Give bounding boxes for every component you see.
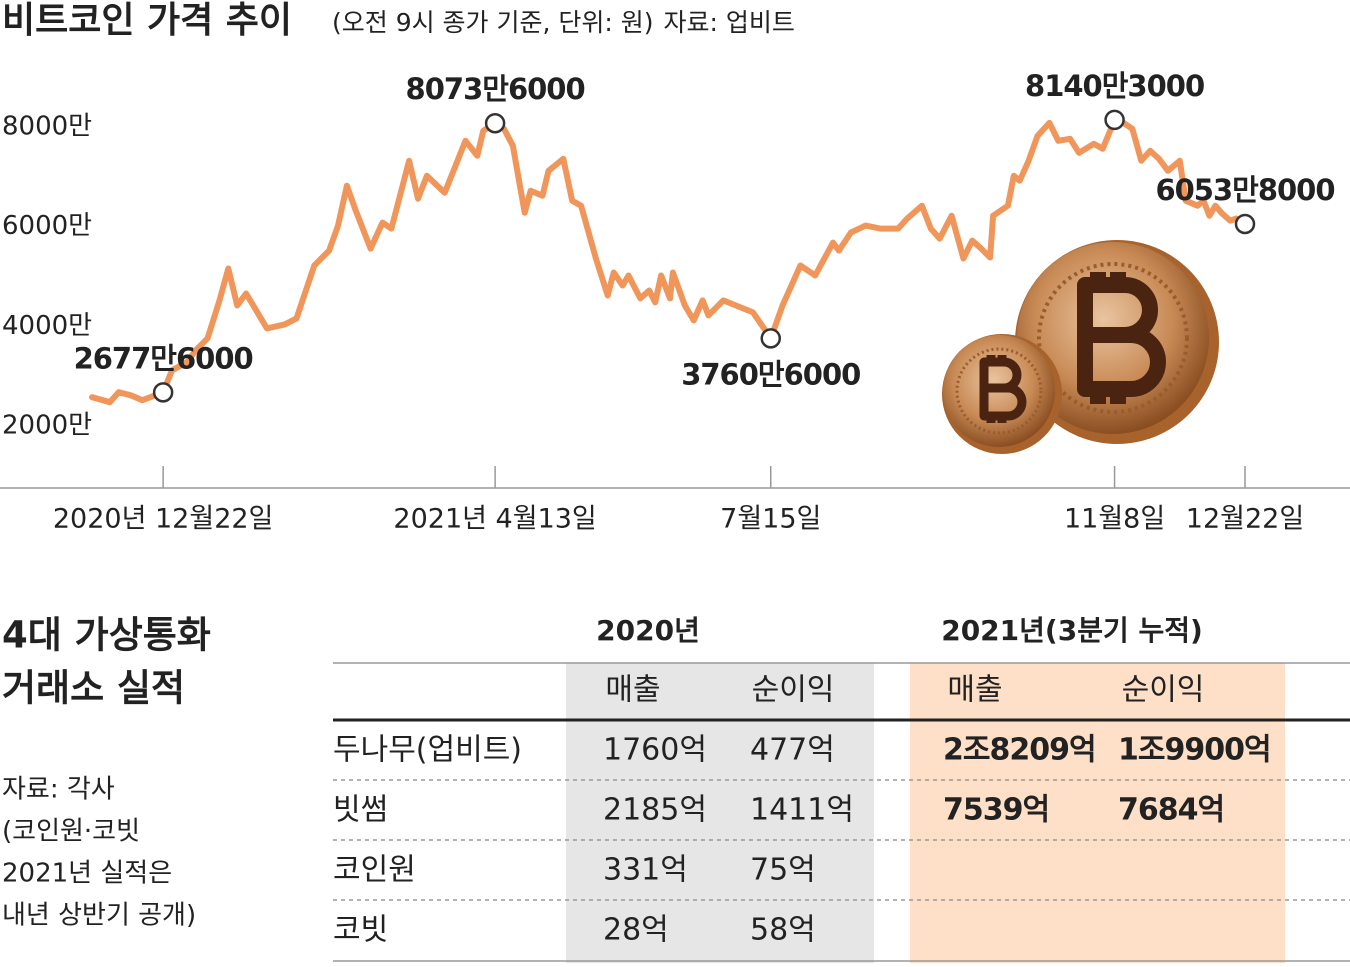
table-source: 자료: 각사 [2, 775, 115, 805]
table-cell: 75억 [750, 853, 816, 888]
table-cell: 58억 [750, 913, 816, 948]
y-tick-label: 4000만 [2, 311, 92, 341]
value-label: 3760만6000 [681, 357, 860, 391]
table-cell: 1760억 [603, 733, 707, 768]
chart-title: 비트코인 가격 추이 [2, 0, 292, 41]
x-tick-label: 7월15일 [720, 504, 821, 535]
value-label: 8073만6000 [406, 72, 585, 106]
row-label: 빗썸 [333, 793, 388, 828]
table-source: 내년 상반기 공개) [2, 901, 196, 931]
point-marker [1104, 109, 1125, 131]
chart-source: 자료: 업비트 [664, 8, 795, 37]
coin-ring [1037, 262, 1189, 414]
row-label: 코빗 [333, 913, 388, 948]
table-title: 거래소 실적 [2, 667, 185, 710]
table-cell: 2185억 [603, 793, 707, 828]
group-header: 2021년(3분기 누적) [941, 614, 1203, 647]
chart-subtitle: (오전 9시 종가 기준, 단위: 원) [332, 8, 654, 37]
column-header: 순이익 [1122, 673, 1205, 708]
value-label: 2677만6000 [74, 341, 253, 375]
table-title: 4대 가상통화 [2, 614, 211, 657]
table-cell: 477억 [750, 733, 835, 768]
point-marker [484, 112, 506, 134]
table-cell: 7684억 [1118, 793, 1224, 828]
table-cell: 1조9900억 [1118, 733, 1271, 768]
x-tick-label: 2021년 4월13일 [393, 504, 596, 535]
table-cell: 2조8209억 [943, 733, 1096, 768]
table-source: (코인원·코빗 [2, 817, 140, 847]
x-tick-label: 2020년 12월22일 [53, 504, 274, 535]
group-header: 2020년 [596, 614, 700, 647]
column-header: 매출 [947, 673, 1002, 708]
point-marker [1234, 213, 1256, 235]
y-tick-label: 8000만 [2, 111, 92, 141]
table-cell: 1411억 [750, 793, 854, 828]
table-source: 2021년 실적은 [2, 859, 172, 889]
price-line [89, 116, 1248, 406]
point-marker [760, 328, 782, 349]
coin-symbol [1077, 272, 1166, 404]
column-band-2021 [910, 663, 1285, 963]
x-tick-label: 12월22일 [1186, 504, 1304, 535]
coin-symbol [979, 355, 1027, 423]
table-cell: 331억 [603, 853, 688, 888]
row-label: 코인원 [333, 853, 416, 888]
x-tick-label: 11월8일 [1064, 504, 1165, 535]
value-label: 8140만3000 [1025, 69, 1204, 103]
y-tick-label: 6000만 [2, 211, 92, 241]
value-label: 6053만8000 [1155, 173, 1334, 207]
column-band-2020 [566, 663, 874, 963]
row-label: 두나무(업비트) [333, 733, 522, 768]
table-cell: 7539억 [943, 793, 1049, 828]
column-header: 매출 [605, 673, 660, 708]
point-marker [152, 382, 174, 403]
table-cell: 28억 [603, 913, 669, 948]
y-tick-label: 2000만 [2, 411, 92, 441]
coin-ring [955, 347, 1043, 435]
column-header: 순이익 [752, 673, 835, 708]
coin-illustration [942, 240, 1219, 454]
